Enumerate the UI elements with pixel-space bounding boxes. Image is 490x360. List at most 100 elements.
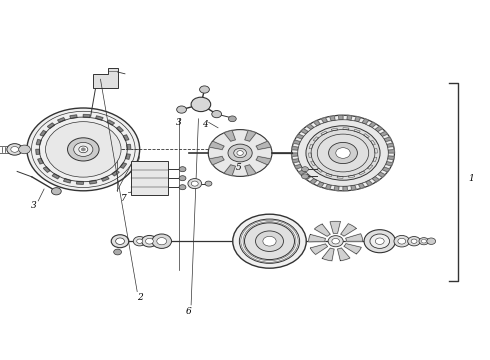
FancyBboxPatch shape (131, 161, 168, 195)
Polygon shape (351, 185, 356, 190)
Polygon shape (64, 179, 71, 183)
Polygon shape (322, 248, 334, 261)
Polygon shape (387, 143, 393, 147)
Circle shape (191, 181, 198, 186)
Circle shape (114, 249, 122, 255)
Polygon shape (112, 171, 119, 176)
Polygon shape (369, 122, 376, 127)
Polygon shape (309, 234, 325, 242)
Polygon shape (120, 163, 126, 168)
Polygon shape (311, 161, 316, 166)
Polygon shape (245, 130, 256, 141)
Polygon shape (317, 168, 322, 172)
Circle shape (237, 151, 244, 156)
Polygon shape (304, 174, 311, 180)
Circle shape (306, 126, 380, 180)
Polygon shape (310, 179, 317, 184)
Circle shape (370, 234, 390, 248)
Polygon shape (301, 129, 308, 134)
Polygon shape (107, 120, 114, 125)
Circle shape (336, 148, 350, 158)
Circle shape (317, 134, 368, 172)
Polygon shape (313, 137, 318, 141)
Circle shape (205, 181, 212, 186)
Text: 3: 3 (30, 201, 36, 210)
Circle shape (152, 234, 172, 248)
Polygon shape (125, 154, 130, 159)
Circle shape (157, 238, 167, 245)
Circle shape (68, 138, 99, 161)
Circle shape (427, 238, 436, 244)
Polygon shape (362, 119, 368, 124)
Polygon shape (321, 117, 327, 123)
Polygon shape (209, 141, 224, 149)
Circle shape (142, 235, 157, 247)
Circle shape (375, 238, 384, 244)
Polygon shape (315, 224, 330, 236)
Polygon shape (83, 114, 90, 117)
Circle shape (421, 239, 426, 243)
Polygon shape (36, 140, 41, 145)
Polygon shape (325, 184, 331, 189)
Polygon shape (123, 135, 129, 140)
Polygon shape (321, 131, 327, 135)
Circle shape (411, 239, 417, 243)
Polygon shape (256, 141, 271, 149)
Circle shape (398, 238, 406, 244)
Polygon shape (70, 115, 77, 118)
Circle shape (234, 148, 246, 158)
Polygon shape (298, 170, 306, 175)
Circle shape (298, 120, 388, 186)
Text: 1: 1 (468, 174, 474, 183)
Polygon shape (101, 176, 109, 181)
Polygon shape (76, 181, 83, 184)
Polygon shape (359, 183, 365, 189)
Polygon shape (310, 244, 328, 255)
Polygon shape (292, 147, 298, 150)
Text: 7: 7 (121, 194, 126, 202)
Polygon shape (127, 144, 131, 149)
Polygon shape (40, 131, 47, 136)
Polygon shape (388, 150, 394, 153)
Polygon shape (334, 186, 339, 191)
Polygon shape (90, 180, 97, 184)
Polygon shape (344, 244, 361, 254)
Polygon shape (364, 134, 369, 138)
Circle shape (11, 147, 19, 152)
Circle shape (256, 231, 283, 251)
Polygon shape (93, 68, 118, 88)
Circle shape (364, 230, 395, 253)
Circle shape (81, 148, 86, 151)
Polygon shape (245, 165, 256, 176)
Polygon shape (372, 176, 379, 182)
Circle shape (46, 122, 121, 177)
Polygon shape (347, 115, 352, 120)
Circle shape (292, 115, 394, 191)
Polygon shape (375, 126, 382, 132)
Polygon shape (44, 167, 50, 172)
Polygon shape (224, 130, 235, 141)
Text: 2: 2 (137, 292, 143, 302)
Circle shape (111, 235, 129, 248)
Circle shape (332, 238, 340, 244)
Circle shape (394, 235, 410, 247)
Polygon shape (378, 172, 385, 177)
Polygon shape (374, 149, 377, 153)
Polygon shape (331, 128, 338, 131)
Circle shape (7, 144, 23, 155)
Polygon shape (384, 137, 392, 141)
Polygon shape (330, 221, 341, 233)
Circle shape (329, 143, 357, 163)
Circle shape (408, 237, 420, 246)
Polygon shape (296, 134, 304, 139)
Text: 6: 6 (186, 307, 192, 316)
Polygon shape (343, 128, 349, 130)
Circle shape (27, 108, 140, 191)
Polygon shape (386, 162, 392, 166)
Polygon shape (58, 118, 65, 122)
Polygon shape (370, 140, 375, 145)
Polygon shape (337, 176, 343, 178)
Polygon shape (292, 153, 298, 156)
Polygon shape (339, 115, 343, 120)
Circle shape (228, 116, 236, 122)
